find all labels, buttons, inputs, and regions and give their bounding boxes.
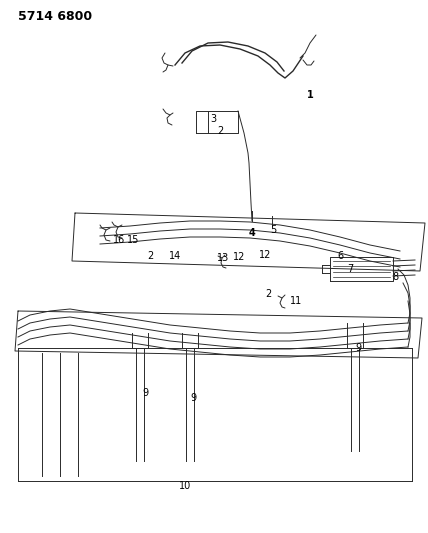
Text: 16: 16 <box>113 235 125 245</box>
Text: 3: 3 <box>210 114 216 124</box>
Text: 2: 2 <box>147 251 153 261</box>
Text: 9: 9 <box>355 343 361 353</box>
Text: 10: 10 <box>179 481 191 491</box>
Text: 9: 9 <box>190 393 196 403</box>
Text: 11: 11 <box>290 296 302 306</box>
Text: 2: 2 <box>265 289 271 299</box>
Text: 8: 8 <box>392 272 398 282</box>
Text: 4: 4 <box>249 228 256 238</box>
Text: 7: 7 <box>347 264 353 274</box>
Text: 2: 2 <box>217 126 223 136</box>
Text: 14: 14 <box>169 251 181 261</box>
Text: 5714 6800: 5714 6800 <box>18 10 92 23</box>
Text: 13: 13 <box>217 253 229 263</box>
Text: 6: 6 <box>337 251 343 261</box>
Text: 12: 12 <box>259 250 271 260</box>
Text: 5: 5 <box>270 225 276 235</box>
Text: 12: 12 <box>233 252 245 262</box>
Text: 1: 1 <box>306 90 313 100</box>
Text: 15: 15 <box>127 235 139 245</box>
Text: 9: 9 <box>142 388 148 398</box>
